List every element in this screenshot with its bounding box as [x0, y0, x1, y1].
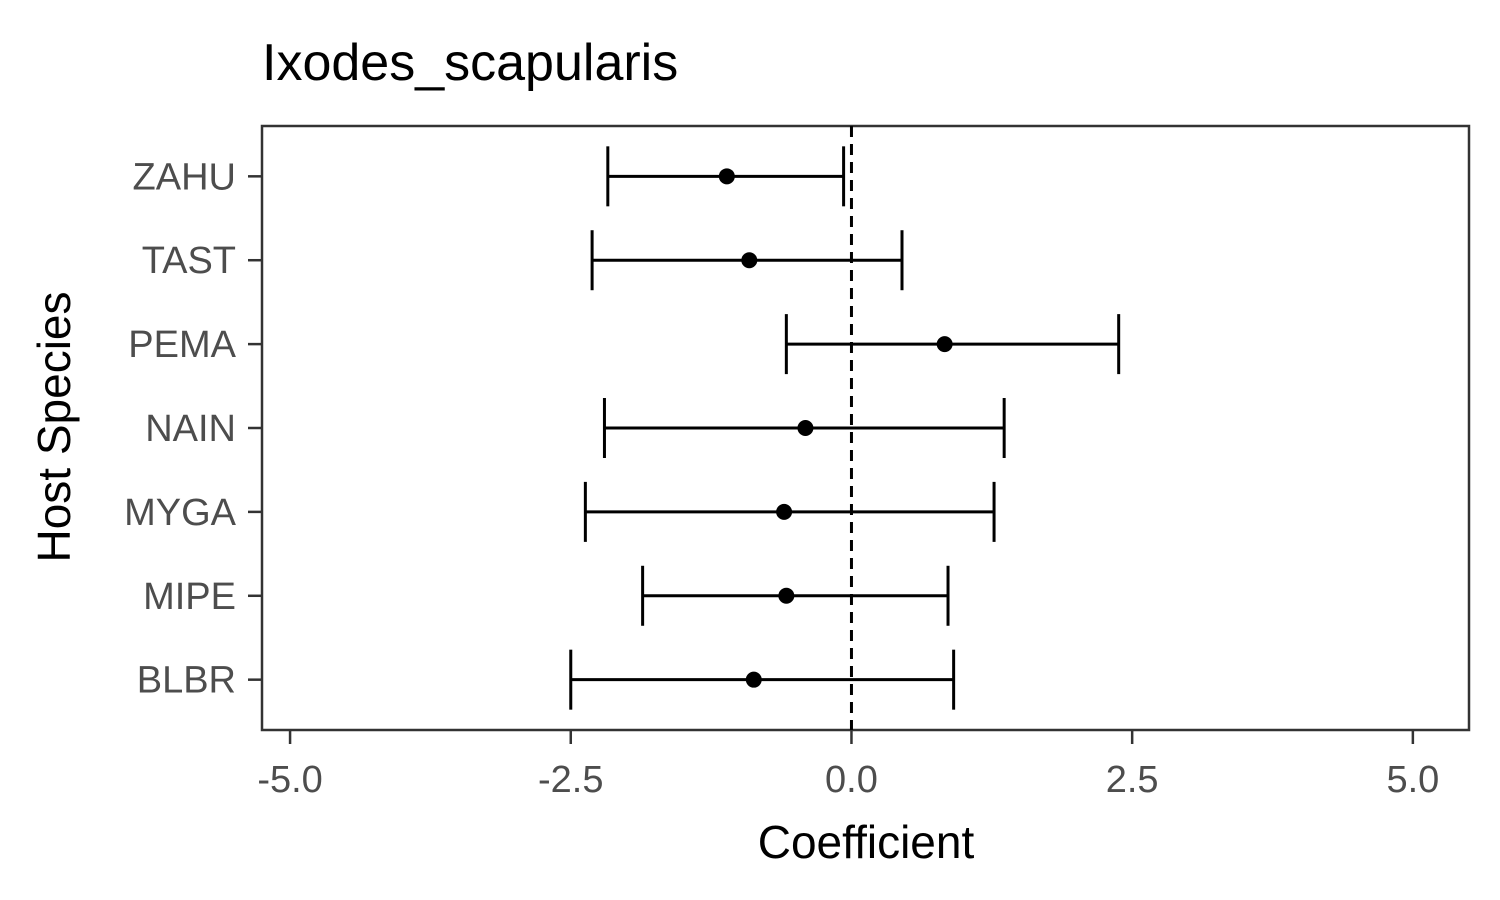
x-axis-title: Coefficient — [758, 816, 975, 868]
point-estimate-nain — [797, 420, 814, 436]
point-estimate-mipe — [778, 587, 795, 604]
errorbar-blbr — [569, 649, 956, 710]
y-tick-label-zahu: ZAHU — [133, 156, 236, 198]
chart-title: Ixodes_scapularis — [262, 34, 678, 92]
point-estimate-pema — [936, 336, 953, 353]
data-marks — [569, 126, 1121, 730]
errorbar-tast — [590, 230, 904, 291]
x-tick-label-2: 0.0 — [825, 759, 878, 801]
errorbar-mipe — [641, 565, 950, 626]
x-axis: -5.0 -2.5 0.0 2.5 5.0 — [257, 730, 1439, 801]
point-estimate-tast — [741, 252, 758, 269]
errorbar-pema — [784, 314, 1121, 375]
point-estimate-myga — [776, 503, 793, 520]
y-tick-label-myga: MYGA — [124, 492, 237, 534]
y-tick-label-pema: PEMA — [128, 324, 236, 366]
y-axis-title: Host Species — [28, 291, 80, 562]
x-tick-label-0: -5.0 — [257, 759, 322, 801]
errorbar-myga — [583, 481, 996, 542]
x-tick-label-4: 5.0 — [1386, 759, 1439, 801]
y-axis: ZAHU TAST PEMA NAIN MYGA MIPE BLBR — [124, 156, 262, 702]
errorbar-zahu — [606, 146, 846, 207]
errorbar-nain — [602, 398, 1006, 458]
point-estimate-zahu — [718, 168, 735, 185]
y-tick-label-blbr: BLBR — [137, 660, 236, 702]
y-tick-label-nain: NAIN — [145, 408, 236, 450]
x-tick-label-3: 2.5 — [1106, 759, 1159, 801]
y-tick-label-tast: TAST — [142, 240, 236, 282]
point-estimate-blbr — [745, 671, 762, 688]
y-tick-label-mipe: MIPE — [143, 576, 236, 618]
x-tick-label-1: -2.5 — [538, 759, 603, 801]
